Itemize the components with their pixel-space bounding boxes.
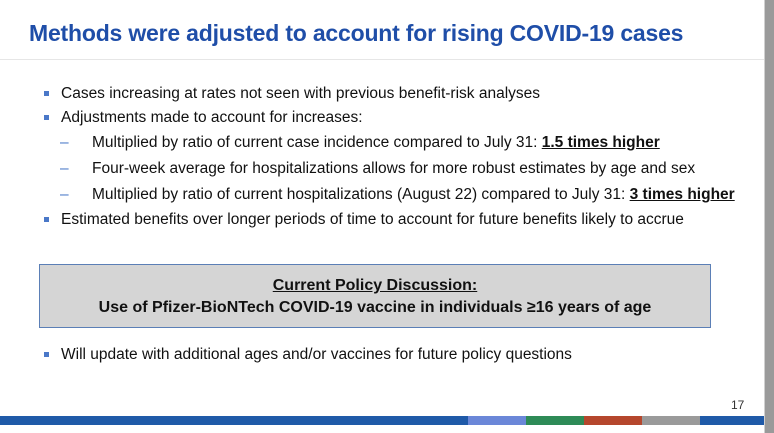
footer-segment-main [0, 416, 468, 425]
bullet-text: Cases increasing at rates not seen with … [61, 85, 541, 102]
policy-subtitle: Use of Pfizer-BioNTech COVID-19 vaccine … [98, 299, 652, 316]
bullet-square-icon [44, 217, 49, 222]
sub-bullet-text: Multiplied by ratio of current case inci… [92, 134, 542, 151]
highlight-value: 1.5 times higher [541, 134, 660, 151]
list-item: Will update with additional ages and/or … [43, 343, 753, 367]
footer-segment [642, 416, 700, 425]
list-item: Adjustments made to account for increase… [43, 106, 753, 130]
bullet-square-icon [44, 91, 49, 96]
footer-segment [584, 416, 642, 425]
footer-segment [468, 416, 526, 425]
bullet-text: Will update with additional ages and/or … [61, 346, 572, 363]
bullet-text: Estimated benefits over longer periods o… [61, 211, 684, 228]
footer-segment-end [700, 416, 764, 425]
list-item: Cases increasing at rates not seen with … [43, 82, 753, 106]
bullet-text: Adjustments made to account for increase… [61, 109, 363, 126]
bullet-square-icon [44, 115, 49, 120]
footer-color-bar [0, 416, 764, 425]
bullet-square-icon [44, 352, 49, 357]
bullet-list: Cases increasing at rates not seen with … [43, 82, 753, 232]
footer-segment [526, 416, 584, 425]
sub-bullet-text: Multiplied by ratio of current hospitali… [92, 186, 630, 203]
sub-bullet-text: Four-week average for hospitalizations a… [92, 160, 696, 177]
window-edge [765, 0, 774, 433]
sub-list-item: – Multiplied by ratio of current case in… [60, 130, 753, 156]
bottom-strip [0, 425, 774, 433]
policy-title: Current Policy Discussion: [272, 277, 478, 294]
policy-discussion-box: Current Policy Discussion: Use of Pfizer… [39, 264, 711, 328]
slide-title: Methods were adjusted to account for ris… [29, 20, 684, 46]
bottom-bullet-list: Will update with additional ages and/or … [43, 343, 753, 367]
highlight-value: 3 times higher [629, 186, 735, 203]
list-item: Estimated benefits over longer periods o… [43, 208, 753, 232]
sub-list-item: – Multiplied by ratio of current hospita… [60, 182, 753, 208]
dash-icon: – [60, 134, 69, 151]
header-divider [0, 59, 764, 60]
window-edge-line [764, 0, 765, 433]
page-number: 17 [731, 398, 745, 412]
sub-list-item: – Four-week average for hospitalizations… [60, 156, 753, 182]
dash-icon: – [60, 160, 69, 177]
dash-icon: – [60, 186, 69, 203]
